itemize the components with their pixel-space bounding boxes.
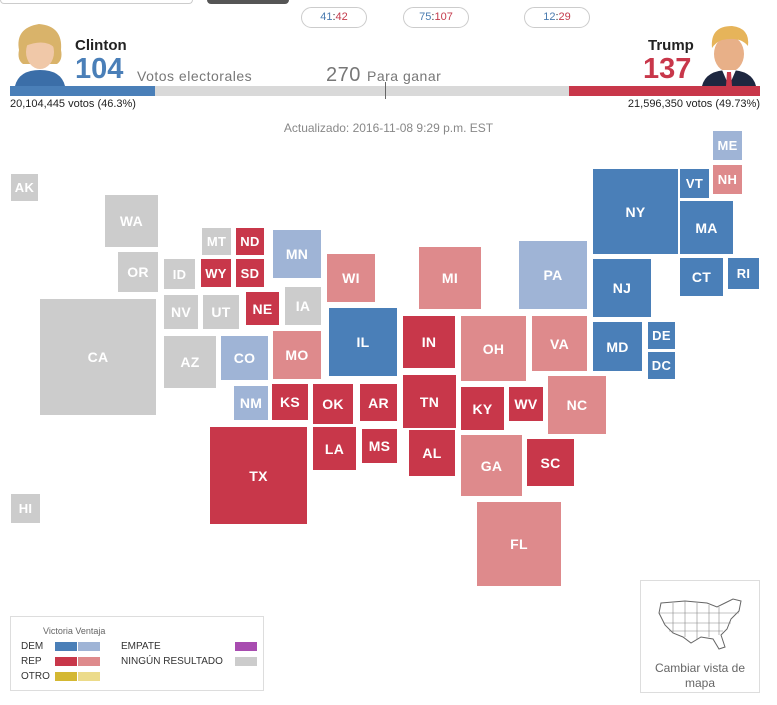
top-tab-button[interactable] [207, 0, 289, 4]
legend-rep-label: REP [21, 656, 42, 667]
legend-rep-lead-swatch [78, 657, 100, 666]
state-tile-nc[interactable]: NC [548, 376, 606, 434]
electoral-votes-label: Votos electorales [137, 68, 253, 84]
state-tile-va[interactable]: VA [532, 316, 587, 371]
state-tile-in[interactable]: IN [403, 316, 455, 368]
state-tile-de[interactable]: DE [648, 322, 675, 349]
state-tile-mo[interactable]: MO [273, 331, 321, 379]
legend-rep-win-swatch [55, 657, 77, 666]
state-tile-or[interactable]: OR [118, 252, 158, 292]
legend-other-lead-swatch [78, 672, 100, 681]
legend-dem-win-swatch [55, 642, 77, 651]
state-tile-ga[interactable]: GA [461, 435, 522, 496]
state-tile-ms[interactable]: MS [362, 429, 397, 463]
legend-none-label: NINGÚN RESULTADO [121, 656, 223, 667]
electoral-bar-clinton [10, 86, 155, 96]
state-tile-ut[interactable]: UT [203, 295, 239, 329]
state-tile-ak[interactable]: AK [11, 174, 38, 201]
updated-timestamp: Actualizado: 2016-11-08 9:29 p.m. EST [283, 121, 494, 135]
state-tile-tx[interactable]: TX [210, 427, 307, 524]
state-tile-ne[interactable]: NE [246, 292, 279, 325]
state-tile-vt[interactable]: VT [680, 169, 709, 198]
race-pill[interactable]: 41:42 [301, 7, 367, 28]
legend: Victoria Ventaja DEM REP OTRO EMPATE NIN… [10, 616, 264, 691]
state-tile-ia[interactable]: IA [285, 287, 321, 325]
race-pill[interactable]: 12:29 [524, 7, 590, 28]
legend-header: Victoria Ventaja [43, 626, 106, 636]
race-pill[interactable]: 75:107 [403, 7, 469, 28]
state-tile-co[interactable]: CO [221, 336, 268, 380]
state-tile-fl[interactable]: FL [477, 502, 561, 586]
state-tile-mi[interactable]: MI [419, 247, 481, 309]
legend-none-swatch [235, 657, 257, 666]
top-tab-button[interactable] [0, 0, 193, 4]
pill-dem-count: 75 [419, 11, 432, 23]
map-view-label: Cambiar vista de mapa [654, 661, 746, 690]
legend-other-label: OTRO [21, 671, 50, 682]
state-tile-me[interactable]: ME [713, 131, 742, 160]
trump-name: Trump [648, 37, 694, 54]
clinton-popular-vote: 20,104,445 votos (46.3%) [10, 98, 136, 110]
state-tile-id[interactable]: ID [164, 259, 195, 289]
map-view-toggle-button[interactable]: Cambiar vista de mapa [640, 580, 760, 693]
electoral-270-marker [385, 82, 386, 99]
pill-dem-count: 12 [543, 11, 556, 23]
state-tile-mt[interactable]: MT [202, 228, 231, 255]
state-tile-hi[interactable]: HI [11, 494, 40, 523]
state-tile-nm[interactable]: NM [234, 386, 268, 420]
state-tile-ny[interactable]: NY [593, 169, 678, 254]
trump-electoral-votes: 137 [643, 53, 692, 85]
trump-popular-vote: 21,596,350 votos (49.73%) [627, 98, 760, 110]
state-tile-tn[interactable]: TN [403, 375, 456, 428]
state-tile-nj[interactable]: NJ [593, 259, 651, 317]
state-tile-wv[interactable]: WV [509, 387, 543, 421]
state-tile-md[interactable]: MD [593, 322, 642, 371]
state-tile-oh[interactable]: OH [461, 316, 526, 381]
state-tile-ma[interactable]: MA [680, 201, 733, 254]
state-tile-nv[interactable]: NV [164, 295, 198, 329]
electoral-bar-trump [569, 86, 760, 96]
trump-portrait [700, 20, 758, 86]
clinton-name: Clinton [75, 37, 127, 54]
state-tile-al[interactable]: AL [409, 430, 455, 476]
state-tile-ct[interactable]: CT [680, 258, 723, 296]
state-tile-dc[interactable]: DC [648, 352, 675, 379]
pill-rep-count: 107 [434, 11, 453, 23]
state-tile-la[interactable]: LA [313, 427, 356, 470]
state-tile-sc[interactable]: SC [527, 439, 574, 486]
state-tile-wa[interactable]: WA [105, 195, 158, 247]
us-map-icon [658, 598, 742, 650]
pill-rep-count: 29 [558, 11, 571, 23]
legend-other-win-swatch [55, 672, 77, 681]
to-win-number: 270 [326, 64, 361, 86]
legend-dem-lead-swatch [78, 642, 100, 651]
pill-dem-count: 41 [320, 11, 333, 23]
state-tile-ok[interactable]: OK [313, 384, 353, 424]
state-tile-pa[interactable]: PA [519, 241, 587, 309]
state-tile-nh[interactable]: NH [713, 165, 742, 194]
state-tile-ks[interactable]: KS [272, 384, 308, 420]
pill-rep-count: 42 [335, 11, 348, 23]
state-tile-ca[interactable]: CA [40, 299, 156, 415]
to-win-label: Para ganar [367, 68, 442, 84]
state-tile-wy[interactable]: WY [201, 259, 231, 287]
clinton-electoral-votes: 104 [75, 53, 124, 85]
state-tile-mn[interactable]: MN [273, 230, 321, 278]
clinton-portrait [11, 20, 69, 86]
state-tile-nd[interactable]: ND [236, 228, 264, 255]
state-tile-ar[interactable]: AR [360, 384, 397, 421]
state-tile-wi[interactable]: WI [327, 254, 375, 302]
state-tile-il[interactable]: IL [329, 308, 397, 376]
state-tile-ky[interactable]: KY [461, 387, 504, 430]
state-tile-ri[interactable]: RI [728, 258, 759, 289]
legend-tie-label: EMPATE [121, 641, 161, 652]
legend-tie-swatch [235, 642, 257, 651]
legend-dem-label: DEM [21, 641, 44, 652]
state-tile-sd[interactable]: SD [236, 259, 264, 287]
state-tile-az[interactable]: AZ [164, 336, 216, 388]
